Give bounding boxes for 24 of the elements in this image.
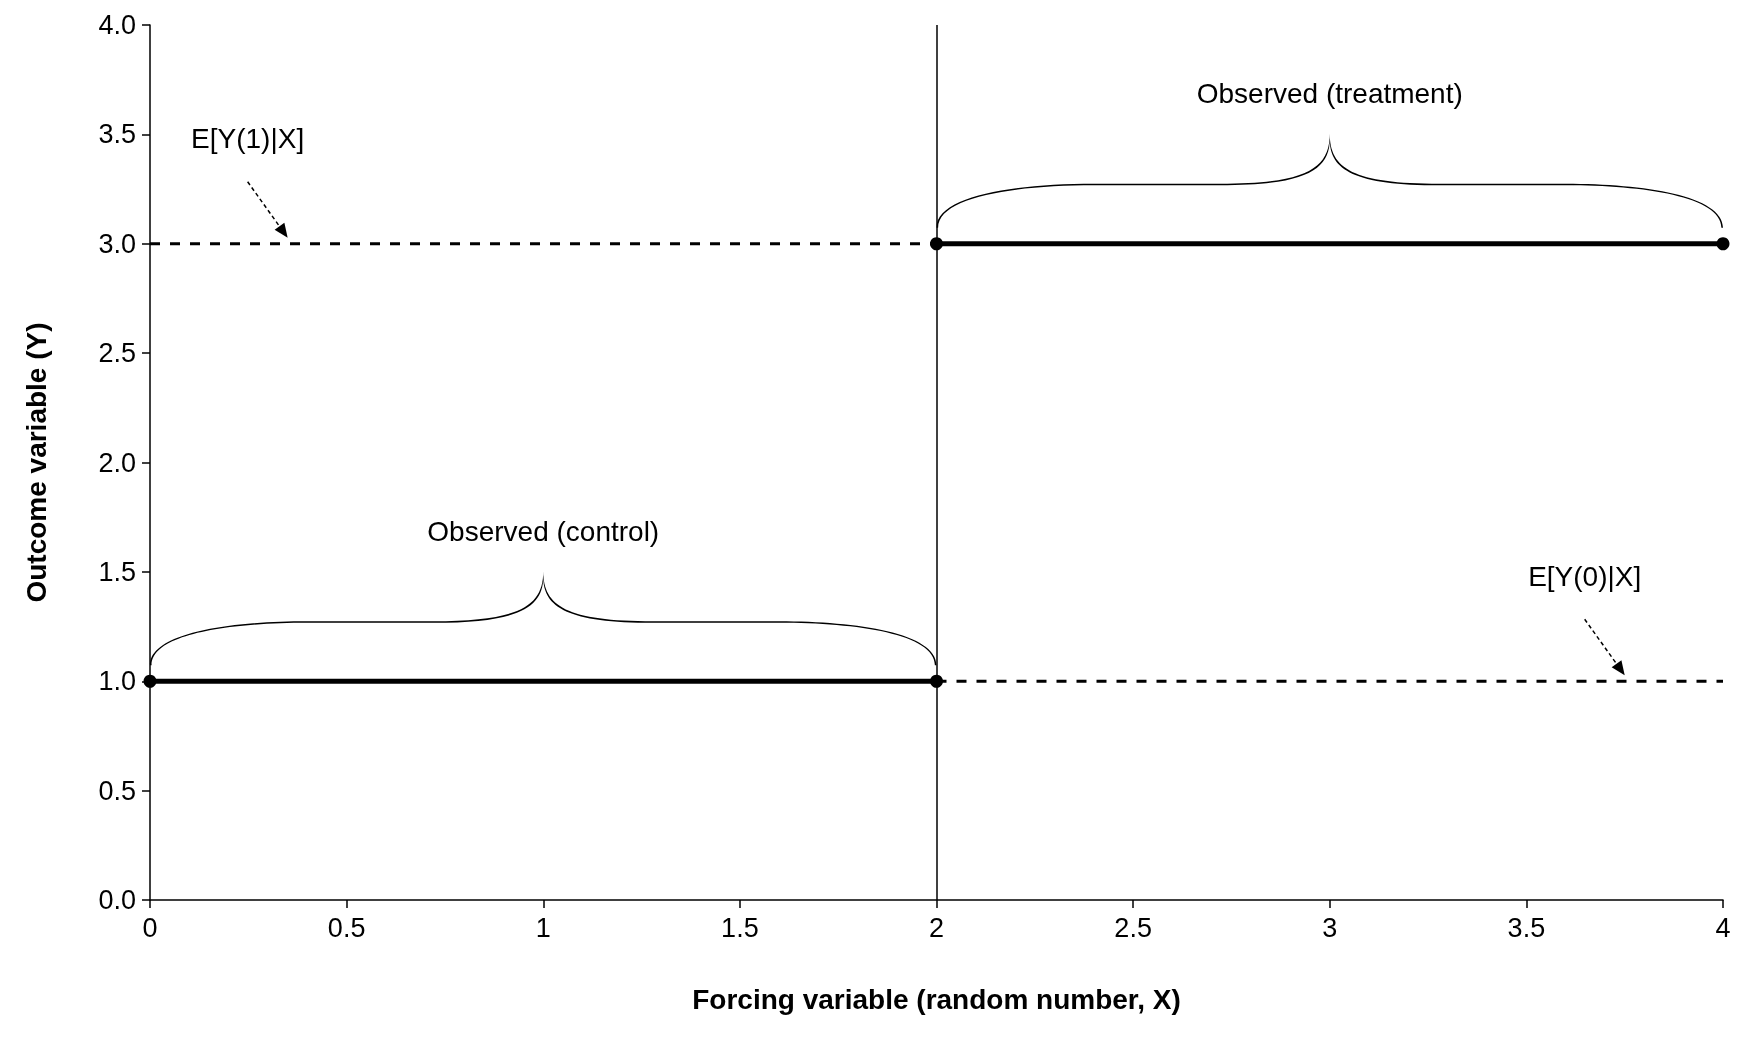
y-tick-label: 2.0 [98, 447, 136, 478]
y-tick-label: 0.0 [98, 885, 136, 915]
annotation: E[Y(1)|X] [191, 123, 305, 155]
y-tick-label: 1.5 [98, 556, 136, 587]
y-tick-label: 4.0 [98, 10, 136, 40]
y-tick-label: 2.5 [98, 338, 136, 369]
x-tick-label: 0.5 [327, 912, 366, 943]
y-tick-label: 3.5 [98, 119, 136, 150]
x-tick-label: 3.5 [1507, 912, 1546, 943]
x-tick-label: 1 [535, 912, 551, 943]
x-tick-label: 4 [1715, 912, 1731, 943]
annotation: Observed (control) [427, 515, 660, 547]
x-axis-title: Forcing variable (random number, X) [692, 983, 1181, 1015]
x-tick-label: 0 [142, 912, 158, 943]
x-tick-label: 2.5 [1114, 912, 1152, 943]
y-tick-label: 0.5 [98, 775, 136, 806]
x-tick-label: 2 [928, 912, 945, 943]
x-tick-label: 1.5 [721, 912, 759, 943]
annotation: Observed (treatment) [1196, 78, 1463, 110]
x-tick-label: 3 [1322, 912, 1338, 943]
annotation: E[Y(0)|X] [1528, 560, 1642, 592]
y-tick-label: 3.0 [98, 228, 136, 259]
y-tick-label: 1.0 [98, 666, 136, 697]
y-axis-title: Outcome variable (Y) [20, 322, 52, 603]
